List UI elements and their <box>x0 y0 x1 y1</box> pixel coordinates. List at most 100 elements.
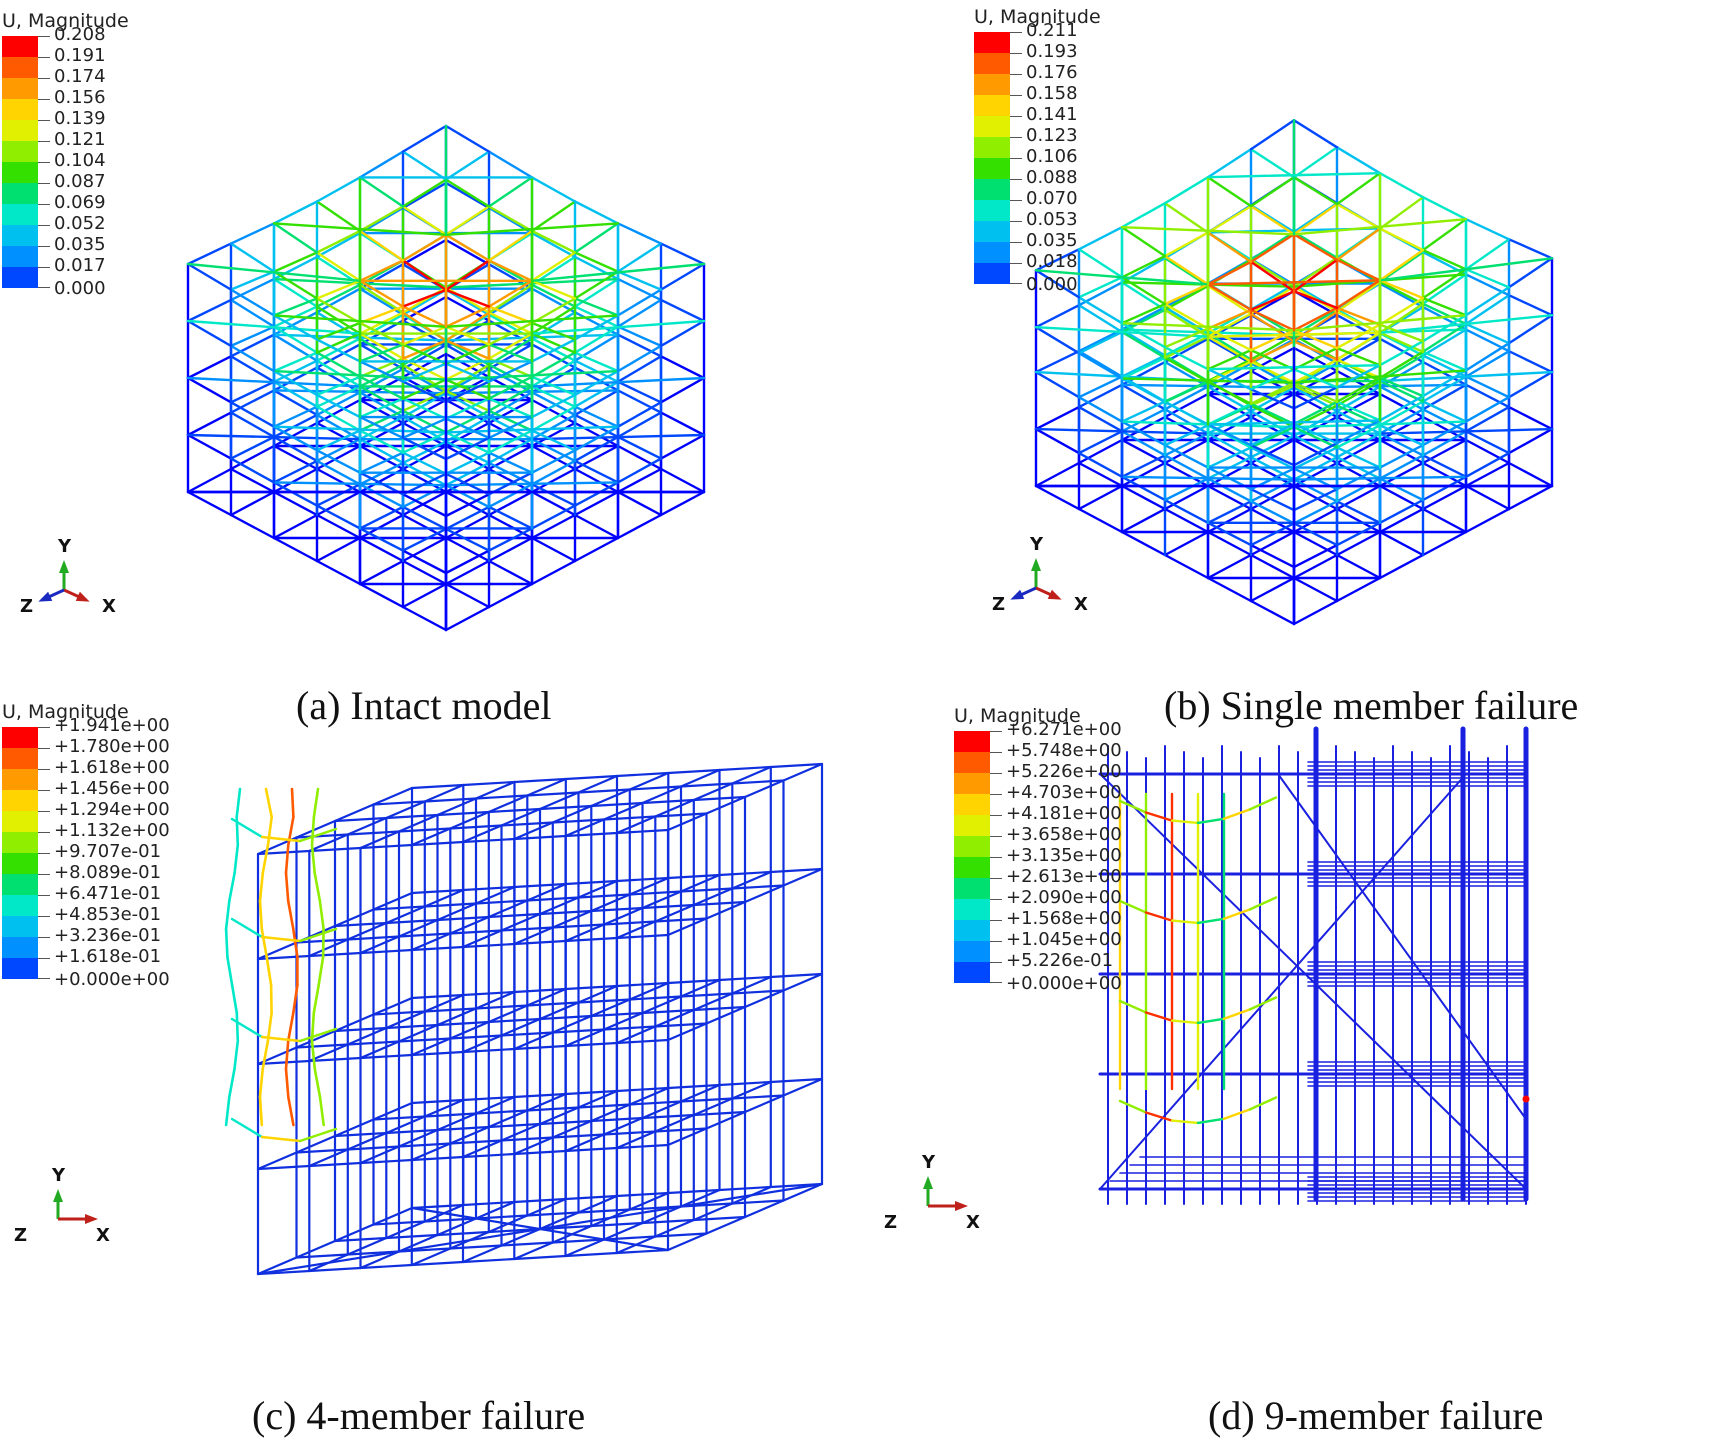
truss-member <box>573 459 620 484</box>
truss-member <box>1206 530 1253 557</box>
truss-member <box>229 490 276 517</box>
axis-label: X <box>966 1212 980 1233</box>
truss-member <box>333 803 375 823</box>
legend-tick <box>38 36 50 37</box>
truss-member <box>186 411 233 437</box>
truss-member <box>358 321 405 346</box>
legend-row: +4.853e-01 <box>2 905 161 937</box>
truss-member <box>705 1005 747 1025</box>
truss-member <box>444 259 491 292</box>
truss-member <box>315 483 362 507</box>
truss-member <box>1335 446 1382 469</box>
truss-member <box>1335 576 1382 603</box>
truss-member <box>444 389 491 412</box>
legend-swatch <box>974 53 1010 74</box>
truss-member <box>315 375 362 397</box>
truss-member <box>551 1119 593 1139</box>
truss-member <box>500 807 542 827</box>
truss-member <box>530 449 577 474</box>
truss-member <box>705 1110 747 1130</box>
legend-label: +9.707e-01 <box>54 841 162 862</box>
truss-member <box>1120 475 1167 502</box>
truss-member <box>186 319 233 348</box>
truss-member <box>1335 227 1382 262</box>
truss-member <box>1163 175 1210 205</box>
truss-member <box>573 405 620 428</box>
truss-member <box>1249 260 1296 293</box>
truss-member <box>616 242 663 273</box>
truss-member <box>315 251 362 282</box>
truss-member <box>628 1086 670 1106</box>
deformed-member <box>224 1095 231 1127</box>
truss-member <box>731 1094 785 1100</box>
truss-member <box>530 438 577 463</box>
truss-member <box>346 921 388 941</box>
truss-member <box>573 222 620 254</box>
legend-tick <box>990 752 1002 753</box>
truss-member <box>513 1044 567 1051</box>
truss-member <box>530 429 577 452</box>
caption: (d) 9-member failure <box>1208 1393 1544 1438</box>
truss-member <box>1077 438 1124 465</box>
truss-member <box>1099 773 1467 1190</box>
truss-member <box>487 505 534 530</box>
truss-member <box>1292 358 1339 384</box>
truss-member <box>530 459 577 486</box>
truss-member <box>615 771 670 778</box>
truss-member <box>616 467 663 494</box>
truss-member <box>1249 522 1296 547</box>
legend-label: +1.618e+00 <box>54 757 170 778</box>
truss-member <box>385 905 426 925</box>
truss-member <box>358 438 405 465</box>
deformed-member <box>1118 799 1148 814</box>
truss-member <box>602 1130 657 1136</box>
legend-tick <box>38 246 50 247</box>
deformed-member <box>290 787 295 819</box>
truss-member <box>333 908 375 928</box>
truss-member <box>444 481 620 487</box>
truss-member <box>667 768 721 775</box>
truss-member <box>1421 217 1468 252</box>
truss-member <box>410 945 465 952</box>
legend-tick <box>1010 179 1022 180</box>
truss-member <box>1120 430 1167 457</box>
legend-swatch <box>974 32 1010 53</box>
truss-member <box>1163 553 1210 580</box>
truss-member <box>1249 148 1296 179</box>
truss-member <box>1206 402 1253 426</box>
legend-tick <box>1010 263 1022 264</box>
deformed-member <box>266 815 274 847</box>
truss-member <box>1507 257 1554 289</box>
truss-member <box>1120 225 1296 236</box>
truss-member <box>1249 392 1296 419</box>
legend-swatch <box>2 183 38 204</box>
truss-member <box>1249 434 1296 459</box>
truss-member <box>401 233 448 262</box>
truss-member <box>1421 530 1468 557</box>
legend-tick <box>1010 32 1022 33</box>
truss-member <box>1120 322 1167 349</box>
truss-member <box>487 559 534 586</box>
caption: (a) Intact model <box>296 683 552 728</box>
truss-member <box>659 376 706 404</box>
truss-member <box>1163 360 1210 388</box>
truss-member <box>385 1115 426 1135</box>
truss-member <box>782 1182 824 1202</box>
truss-member <box>1163 530 1210 557</box>
axis-label: X <box>1074 594 1088 615</box>
truss-member <box>615 828 670 835</box>
truss-member <box>731 765 772 785</box>
legend-swatch <box>954 731 990 752</box>
truss-member <box>1077 330 1124 355</box>
truss-member <box>1120 356 1167 380</box>
truss-member <box>315 366 362 394</box>
axis-label: Y <box>57 536 72 557</box>
truss-member <box>410 1155 465 1162</box>
truss-member <box>692 1215 747 1222</box>
truss-member <box>401 513 448 540</box>
legend-label: +4.703e+00 <box>1006 782 1122 803</box>
truss-member <box>449 1125 490 1145</box>
truss-member <box>1421 322 1468 353</box>
truss-member <box>449 1244 503 1250</box>
truss-member <box>1206 204 1253 234</box>
